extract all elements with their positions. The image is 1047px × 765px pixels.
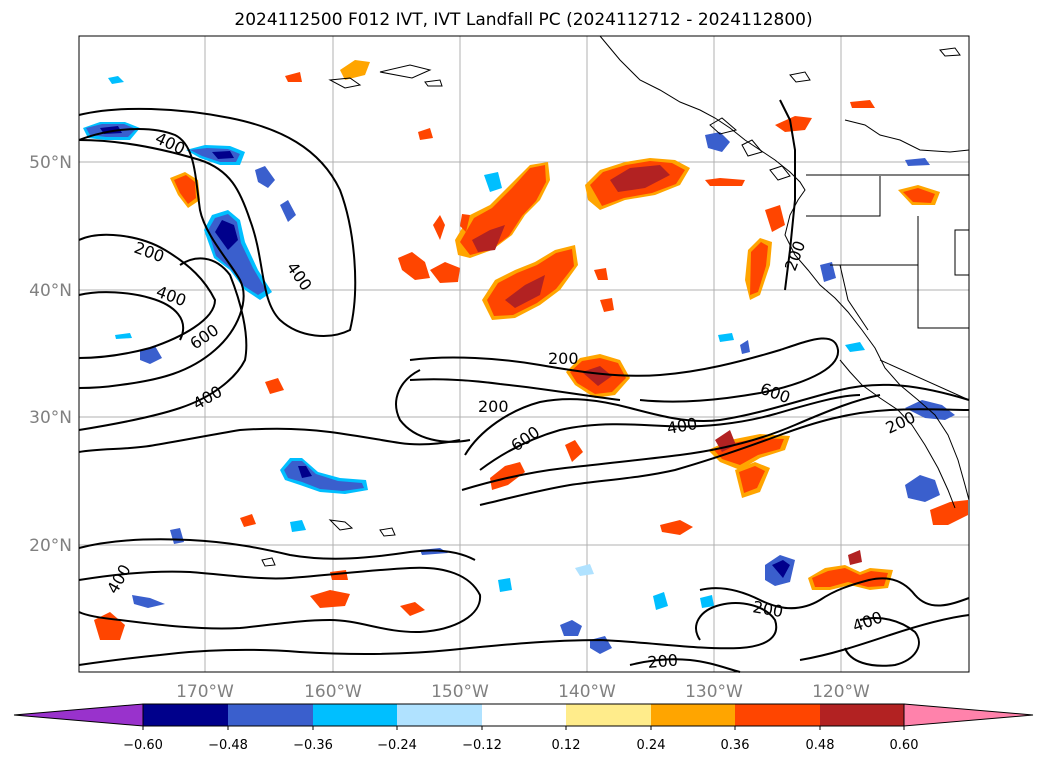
plot-area bbox=[79, 36, 969, 672]
contour-label: 200 bbox=[548, 349, 579, 368]
colorbar-segment bbox=[651, 704, 735, 726]
colorbar-tick: −0.36 bbox=[293, 738, 333, 753]
colorbar-segment bbox=[735, 704, 820, 726]
latitude-labels: 50°N 40°N 30°N 20°N bbox=[29, 153, 72, 556]
map-title: 2024112500 F012 IVT, IVT Landfall PC (20… bbox=[234, 10, 813, 30]
ivt-contours bbox=[78, 99, 970, 673]
lon-label: 120°W bbox=[812, 682, 870, 702]
contour-label: 200 bbox=[478, 397, 509, 416]
colorbar-segment bbox=[143, 704, 228, 726]
colorbar-tick: 0.36 bbox=[721, 738, 750, 753]
lat-label: 30°N bbox=[29, 408, 72, 428]
colorbar-segment bbox=[566, 704, 651, 726]
colorbar-tick: 0.60 bbox=[890, 738, 919, 753]
colorbar-tick: −0.48 bbox=[208, 738, 248, 753]
colorbar-tick: −0.12 bbox=[462, 738, 502, 753]
lon-label: 170°W bbox=[176, 682, 234, 702]
colorbar-tick: 0.12 bbox=[552, 738, 581, 753]
positive-pc-regions bbox=[94, 60, 968, 640]
colorbar-segment bbox=[313, 704, 397, 726]
lon-label: 160°W bbox=[304, 682, 362, 702]
lat-label: 40°N bbox=[29, 281, 72, 301]
plot-border bbox=[78, 35, 970, 673]
colorbar: −0.60 −0.48 −0.36 −0.24 −0.12 0.12 0.24 … bbox=[13, 703, 1034, 753]
colorbar-segment bbox=[482, 704, 566, 726]
colorbar-segment bbox=[397, 704, 482, 726]
colorbar-tick: 0.48 bbox=[806, 738, 835, 753]
colorbar-segment bbox=[228, 704, 313, 726]
lon-label: 130°W bbox=[685, 682, 743, 702]
colorbar-segment bbox=[820, 704, 904, 726]
contour-label: 200 bbox=[647, 650, 679, 672]
colorbar-tick: 0.24 bbox=[637, 738, 666, 753]
lat-label: 50°N bbox=[29, 153, 72, 173]
colorbar-tick: −0.24 bbox=[377, 738, 417, 753]
colorbar-extend-high bbox=[903, 703, 1034, 727]
colorbar-extend-low bbox=[13, 703, 144, 727]
negative-pc-regions bbox=[83, 76, 955, 654]
lon-label: 140°W bbox=[558, 682, 616, 702]
lon-label: 150°W bbox=[431, 682, 489, 702]
lat-label: 20°N bbox=[29, 536, 72, 556]
longitude-labels: 170°W 160°W 150°W 140°W 130°W 120°W bbox=[176, 682, 870, 702]
colorbar-tick: −0.60 bbox=[123, 738, 163, 753]
